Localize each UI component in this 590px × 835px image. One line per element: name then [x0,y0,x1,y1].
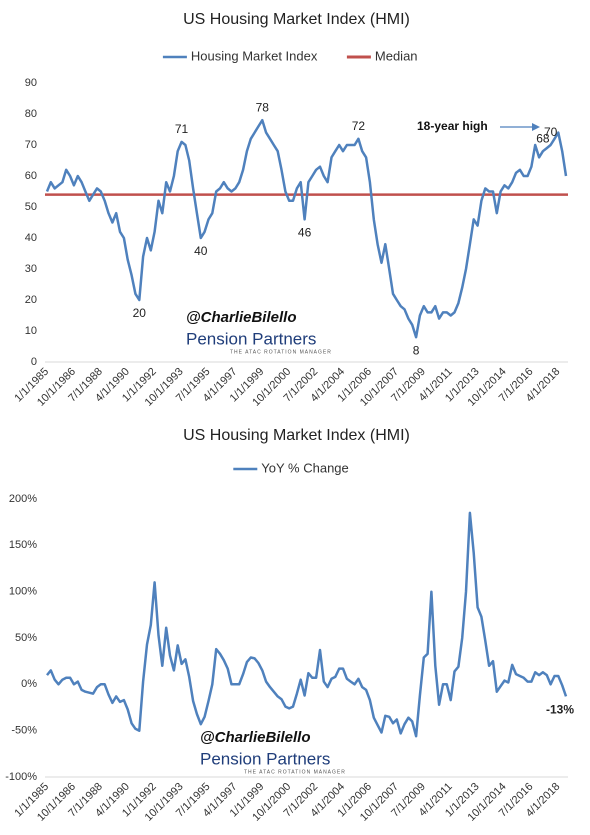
chart-title: US Housing Market Index (HMI) [183,11,410,28]
chart-title: US Housing Market Index (HMI) [183,427,410,444]
data-line [46,511,568,738]
y-tick-label: 100% [9,586,37,598]
data-label: 78 [256,100,270,114]
legend-label: YoY % Change [261,460,348,475]
watermark-tagline: THE ATAC ROTATION MANAGER [230,349,332,355]
y-tick-label: 90 [25,77,37,89]
y-tick-label: 0% [21,678,37,690]
annotation: 18-year high [417,119,488,133]
data-label: 20 [133,306,147,320]
y-tick-label: 150% [9,539,37,551]
y-tick-label: 30 [25,263,37,275]
y-tick-label: 70 [25,139,37,151]
y-tick-label: -50% [11,725,37,737]
data-line [45,118,568,339]
y-tick-label: 200% [9,493,37,505]
watermark-handle: @CharlieBilello [186,309,297,326]
annotation-arrowhead [532,123,540,131]
y-tick-label: -100% [5,771,37,783]
data-label: 70 [544,125,558,139]
y-tick-label: 60 [25,170,37,182]
data-label: 68 [536,131,550,145]
y-tick-label: 40 [25,232,37,244]
watermark-handle: @CharlieBilello [200,729,311,746]
y-tick-label: 50% [15,632,37,644]
legend-label: Median [375,48,418,63]
legend-label: Housing Market Index [191,48,318,63]
data-label: 46 [298,226,312,240]
data-label: -13% [546,703,574,717]
y-tick-label: 50 [25,201,37,213]
watermark-brand: Pension Partners [186,329,316,348]
data-label: 72 [352,119,366,133]
y-tick-label: 0 [31,356,37,368]
y-tick-label: 20 [25,294,37,306]
watermark-tagline: THE ATAC ROTATION MANAGER [244,769,346,775]
y-tick-label: 10 [25,325,37,337]
data-label: 71 [175,122,189,136]
data-label: 40 [194,244,208,258]
y-tick-label: 80 [25,108,37,120]
data-label: 8 [413,343,420,357]
watermark-brand: Pension Partners [200,749,330,768]
